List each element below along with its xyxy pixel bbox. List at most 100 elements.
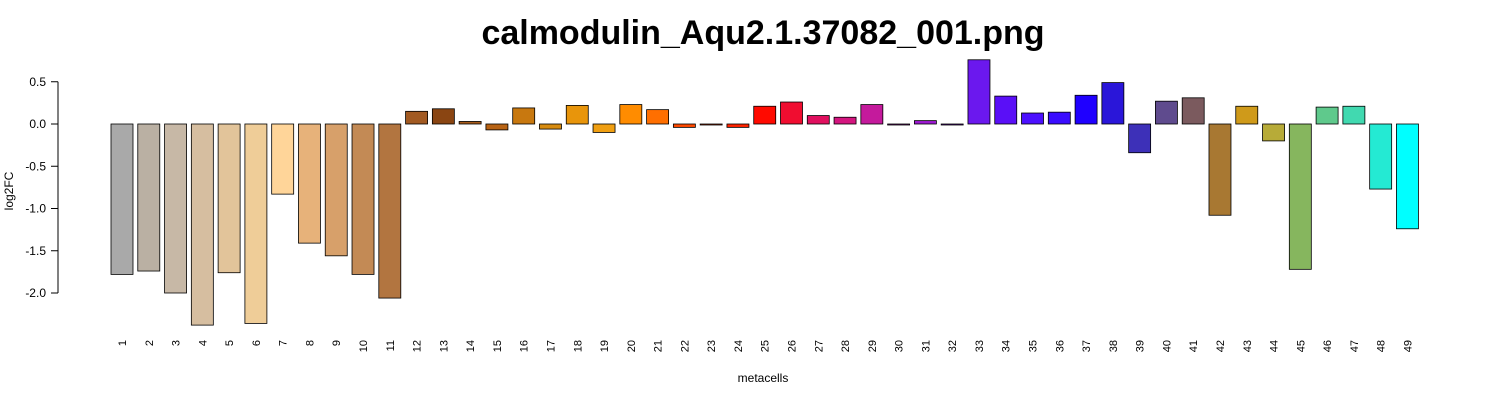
bars: [110, 59, 1419, 326]
x-tick-label: 14: [465, 340, 477, 352]
x-tick-label: 6: [251, 340, 263, 346]
x-tick-label: 11: [385, 340, 397, 351]
bar-18: [565, 105, 589, 125]
bar-2: [137, 123, 161, 272]
bar-44: [1262, 123, 1285, 142]
x-tick-label: 49: [1402, 340, 1414, 352]
x-tick-label: 15: [492, 340, 504, 352]
bar-5: [217, 123, 241, 274]
x-tick-label: 44: [1269, 340, 1281, 352]
x-tick-label: 40: [1161, 340, 1173, 352]
x-tick-label: 23: [706, 340, 718, 352]
x-tick-label: 32: [947, 340, 959, 352]
bar-19: [592, 123, 616, 133]
x-tick-label: 46: [1322, 340, 1334, 352]
bar-23: [699, 123, 723, 126]
x-axis-label: metacells: [738, 371, 789, 385]
bar-41: [1181, 97, 1205, 125]
x-tick-label: 1: [117, 340, 129, 346]
x-tick-label: 27: [813, 340, 825, 352]
x-tick-label: 12: [412, 340, 424, 352]
bar-49: [1396, 123, 1419, 230]
x-tick-label: 48: [1376, 340, 1388, 352]
bar-8: [298, 123, 321, 244]
bar-11: [378, 123, 402, 299]
bar-47: [1342, 105, 1366, 125]
bar-33: [967, 59, 991, 125]
y-tick-label: -1.0: [25, 202, 46, 216]
x-tick-label: 20: [626, 340, 638, 352]
bar-12: [405, 110, 428, 125]
x-tick-label: 29: [867, 340, 879, 352]
bar-6: [244, 123, 268, 324]
bar-16: [512, 107, 536, 125]
x-tick-label: 26: [787, 340, 799, 352]
x-tick-label: 5: [224, 340, 236, 346]
x-tick-label: 9: [331, 340, 343, 346]
bar-24: [726, 123, 750, 128]
x-tick-label: 24: [733, 340, 745, 352]
x-tick-label: 3: [171, 340, 183, 346]
x-tick-label: 36: [1054, 340, 1066, 352]
bar-36: [1047, 111, 1071, 125]
bar-15: [485, 123, 509, 131]
category-labels: 1 2 3 4 5 6 7 8 9 10 11 12 13 14 15 16 17 18 19 20 21 22 23 24 2…: [117, 340, 1414, 352]
bar-27: [806, 115, 830, 125]
bar-30: [887, 123, 911, 126]
x-tick-label: 42: [1215, 340, 1227, 352]
y-tick-label: -1.5: [25, 244, 46, 258]
bar-48: [1369, 123, 1393, 190]
x-tick-label: 22: [679, 340, 691, 352]
bar-28: [833, 116, 857, 125]
x-tick-label: 33: [974, 340, 986, 352]
x-tick-label: 7: [278, 340, 290, 346]
bar-25: [753, 105, 777, 125]
x-tick-label: 21: [653, 340, 665, 352]
bar-39: [1128, 123, 1152, 154]
chart-title: calmodulin_Aqu2.1.37082_001.png: [481, 14, 1044, 52]
x-tick-label: 41: [1188, 340, 1200, 352]
bar-37: [1074, 94, 1098, 125]
y-axis-label: log2FC: [2, 171, 16, 210]
bar-3: [164, 123, 187, 294]
bar-29: [860, 104, 884, 125]
x-tick-label: 37: [1081, 340, 1093, 352]
bar-20: [619, 104, 643, 125]
bar-7: [271, 123, 295, 195]
y-tick-label: 0.0: [29, 117, 46, 131]
bar-26: [780, 101, 803, 125]
x-tick-label: 4: [197, 340, 209, 346]
y-axis: 0.5 0.0 -0.5 -1.0 -1.5 -2.0: [25, 75, 59, 300]
bar-38: [1101, 82, 1125, 125]
bar-43: [1235, 105, 1259, 125]
bar-9: [324, 123, 348, 257]
bar-4: [190, 123, 214, 326]
y-tick-label: -2.0: [25, 286, 46, 300]
bar-46: [1315, 106, 1339, 125]
x-tick-label: 39: [1135, 340, 1147, 352]
x-tick-label: 17: [545, 340, 557, 352]
x-tick-label: 2: [144, 340, 156, 346]
bar-31: [914, 120, 937, 125]
x-tick-label: 18: [572, 340, 584, 352]
y-tick-label: 0.5: [29, 75, 46, 89]
x-tick-label: 38: [1108, 340, 1120, 352]
bar-32: [940, 123, 964, 126]
bar-42: [1208, 123, 1232, 216]
bar-1: [110, 123, 134, 275]
x-tick-label: 30: [894, 340, 906, 352]
x-tick-label: 10: [358, 340, 370, 352]
x-tick-label: 47: [1349, 340, 1361, 352]
x-tick-label: 16: [519, 340, 531, 352]
bar-22: [672, 123, 696, 128]
x-tick-label: 19: [599, 340, 611, 352]
bar-10: [351, 123, 375, 275]
bar-45: [1288, 123, 1312, 270]
bar-13: [431, 108, 455, 125]
x-tick-label: 13: [438, 340, 450, 352]
x-tick-label: 8: [304, 340, 316, 346]
bar-34: [994, 95, 1018, 125]
x-tick-label: 45: [1295, 340, 1307, 352]
x-tick-label: 28: [840, 340, 852, 352]
